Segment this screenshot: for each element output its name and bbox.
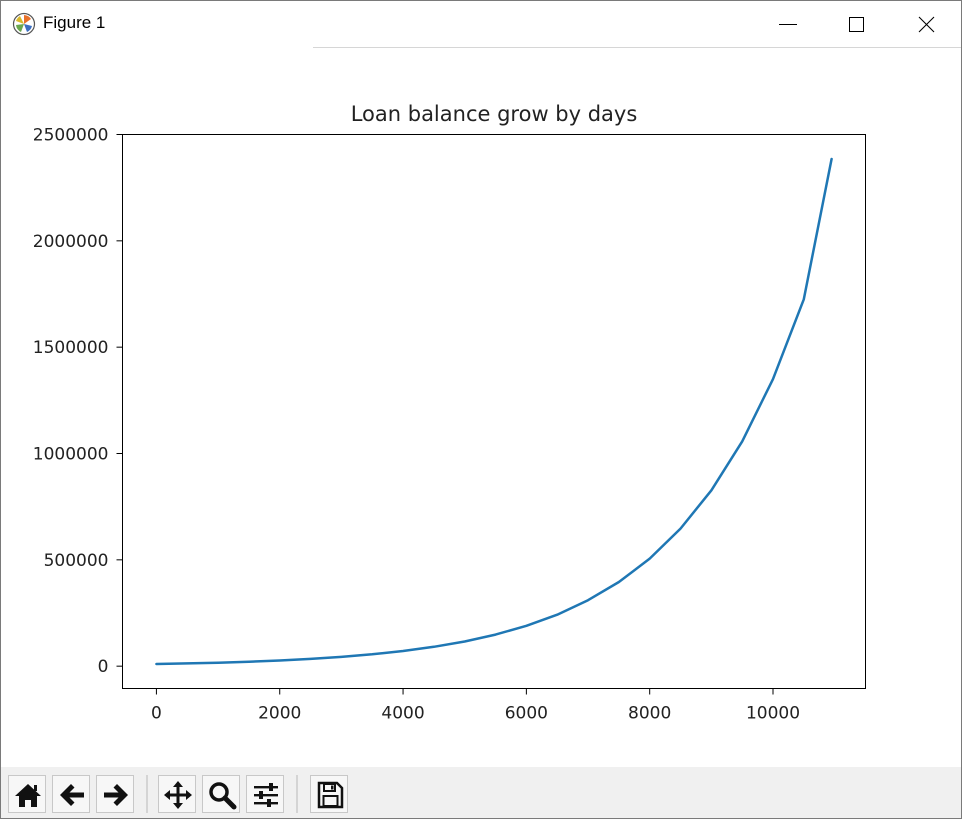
maximize-icon bbox=[849, 17, 864, 32]
x-tick-label: 10000 bbox=[746, 704, 800, 724]
window-title: Figure 1 bbox=[43, 13, 106, 32]
forward-arrow-icon bbox=[104, 784, 128, 806]
x-tick-label: 8000 bbox=[628, 704, 671, 724]
sliders-icon bbox=[254, 783, 278, 807]
navigation-toolbar bbox=[1, 767, 961, 818]
figure-canvas[interactable]: Loan balance grow by days 0 2000 4000 6000 8… bbox=[1, 48, 961, 766]
x-tick-label: 2000 bbox=[258, 704, 301, 724]
y-tick-label: 500000 bbox=[44, 551, 109, 571]
x-axis: 0 2000 4000 6000 8000 10000 bbox=[151, 688, 800, 724]
y-tick-label: 1000000 bbox=[33, 445, 109, 465]
back-arrow-icon bbox=[60, 784, 84, 806]
chart-title: Loan balance grow by days bbox=[351, 102, 638, 126]
pan-button[interactable] bbox=[158, 775, 196, 813]
title-bar[interactable]: Figure 1 bbox=[1, 1, 961, 47]
minimize-icon bbox=[779, 24, 797, 25]
axes-frame bbox=[122, 134, 866, 689]
line-chart: Loan balance grow by days 0 2000 4000 6000 8… bbox=[33, 102, 866, 724]
y-axis: 0 500000 1000000 1500000 2000000 2500000 bbox=[33, 126, 123, 677]
move-arrows-icon bbox=[164, 781, 192, 809]
toolbar-separator bbox=[146, 775, 148, 813]
subplots-button[interactable] bbox=[246, 775, 284, 813]
close-button[interactable] bbox=[903, 1, 949, 47]
forward-button[interactable] bbox=[96, 775, 134, 813]
maximize-button[interactable] bbox=[833, 1, 879, 47]
minimize-button[interactable] bbox=[765, 1, 811, 47]
series-group bbox=[155, 157, 833, 666]
magnifier-icon bbox=[209, 782, 237, 810]
y-tick-label: 2000000 bbox=[33, 232, 109, 252]
x-tick-label: 4000 bbox=[381, 704, 424, 724]
toolbar-separator bbox=[296, 775, 298, 813]
home-button[interactable] bbox=[8, 775, 46, 813]
x-tick-label: 0 bbox=[151, 704, 162, 724]
y-tick-label: 0 bbox=[98, 657, 109, 677]
back-button[interactable] bbox=[52, 775, 90, 813]
close-icon bbox=[918, 16, 935, 33]
zoom-button[interactable] bbox=[202, 775, 240, 813]
matplotlib-app-icon bbox=[12, 12, 36, 36]
save-button[interactable] bbox=[310, 775, 348, 813]
home-icon bbox=[15, 784, 41, 807]
y-tick-label: 2500000 bbox=[33, 126, 109, 146]
title-divider bbox=[313, 47, 961, 48]
y-tick-label: 1500000 bbox=[33, 338, 109, 358]
floppy-disk-icon bbox=[317, 781, 344, 809]
series-line-0 bbox=[155, 157, 833, 666]
x-tick-label: 6000 bbox=[505, 704, 548, 724]
